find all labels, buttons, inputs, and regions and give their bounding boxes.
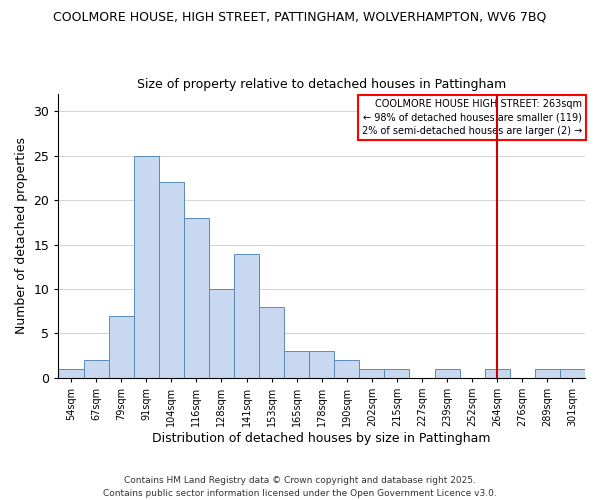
Bar (309, 352, 334, 378)
Bar (209, 289, 234, 378)
Bar (485, 369, 510, 378)
Bar (134, 156, 159, 378)
Bar (109, 316, 134, 378)
Bar (560, 369, 585, 378)
Title: Size of property relative to detached houses in Pattingham: Size of property relative to detached ho… (137, 78, 506, 91)
Bar (334, 360, 359, 378)
Bar (184, 218, 209, 378)
Bar (434, 369, 460, 378)
Bar (83, 360, 109, 378)
Bar (159, 182, 184, 378)
Y-axis label: Number of detached properties: Number of detached properties (15, 137, 28, 334)
X-axis label: Distribution of detached houses by size in Pattingham: Distribution of detached houses by size … (152, 432, 491, 445)
Text: Contains HM Land Registry data © Crown copyright and database right 2025.
Contai: Contains HM Land Registry data © Crown c… (103, 476, 497, 498)
Bar (234, 254, 259, 378)
Bar (284, 352, 309, 378)
Bar (385, 369, 409, 378)
Bar (535, 369, 560, 378)
Bar (259, 307, 284, 378)
Text: COOLMORE HOUSE HIGH STREET: 263sqm
← 98% of detached houses are smaller (119)
2%: COOLMORE HOUSE HIGH STREET: 263sqm ← 98%… (362, 99, 583, 136)
Bar (359, 369, 385, 378)
Bar (58, 369, 83, 378)
Text: COOLMORE HOUSE, HIGH STREET, PATTINGHAM, WOLVERHAMPTON, WV6 7BQ: COOLMORE HOUSE, HIGH STREET, PATTINGHAM,… (53, 10, 547, 23)
